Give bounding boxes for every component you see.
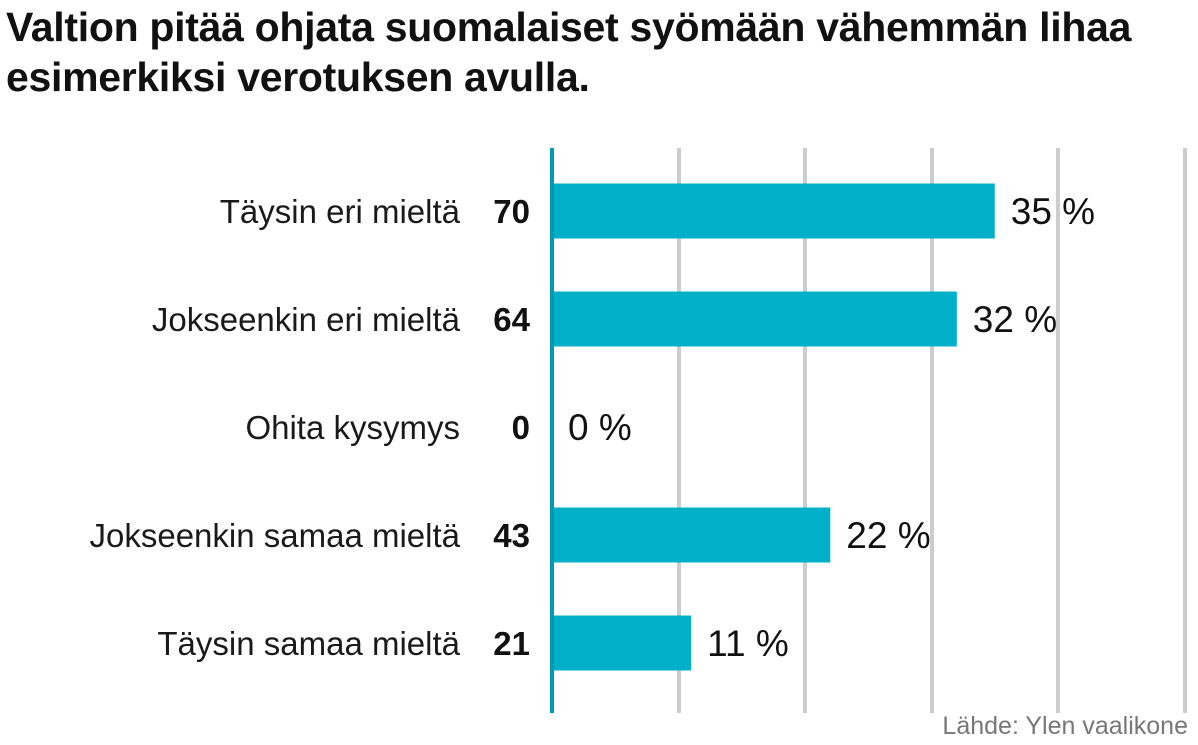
value-label: 0 % — [568, 407, 632, 448]
category-label: Ohita kysymys — [245, 409, 460, 446]
bar — [552, 291, 957, 347]
count-label: 64 — [493, 301, 530, 338]
category-labels: Täysin eri mieltä Jokseenkin eri mieltä Oh… — [89, 193, 460, 662]
bar — [552, 615, 692, 671]
value-label: 11 % — [707, 623, 789, 664]
value-label: 35 % — [1011, 191, 1095, 232]
count-labels: 70 64 0 43 21 — [493, 193, 530, 662]
bar — [552, 507, 831, 563]
gridlines — [677, 148, 1187, 713]
category-label: Jokseenkin samaa mieltä — [89, 517, 460, 554]
category-label: Täysin eri mieltä — [220, 193, 461, 230]
value-label: 32 % — [973, 299, 1057, 340]
value-labels: 35 % 32 % 0 % 22 % 11 % — [568, 191, 1095, 664]
value-label: 22 % — [846, 515, 930, 556]
source-note: Lähde: Ylen vaalikone — [942, 712, 1188, 740]
category-label: Jokseenkin eri mieltä — [152, 301, 461, 338]
bars — [552, 183, 995, 671]
count-label: 0 — [512, 409, 530, 446]
bar — [552, 183, 995, 239]
chart-title: Valtion pitää ohjata suomalaiset syömään… — [6, 4, 1132, 100]
count-label: 43 — [493, 517, 530, 554]
category-label: Täysin samaa mieltä — [157, 625, 460, 662]
count-label: 70 — [493, 193, 530, 230]
count-label: 21 — [493, 625, 530, 662]
